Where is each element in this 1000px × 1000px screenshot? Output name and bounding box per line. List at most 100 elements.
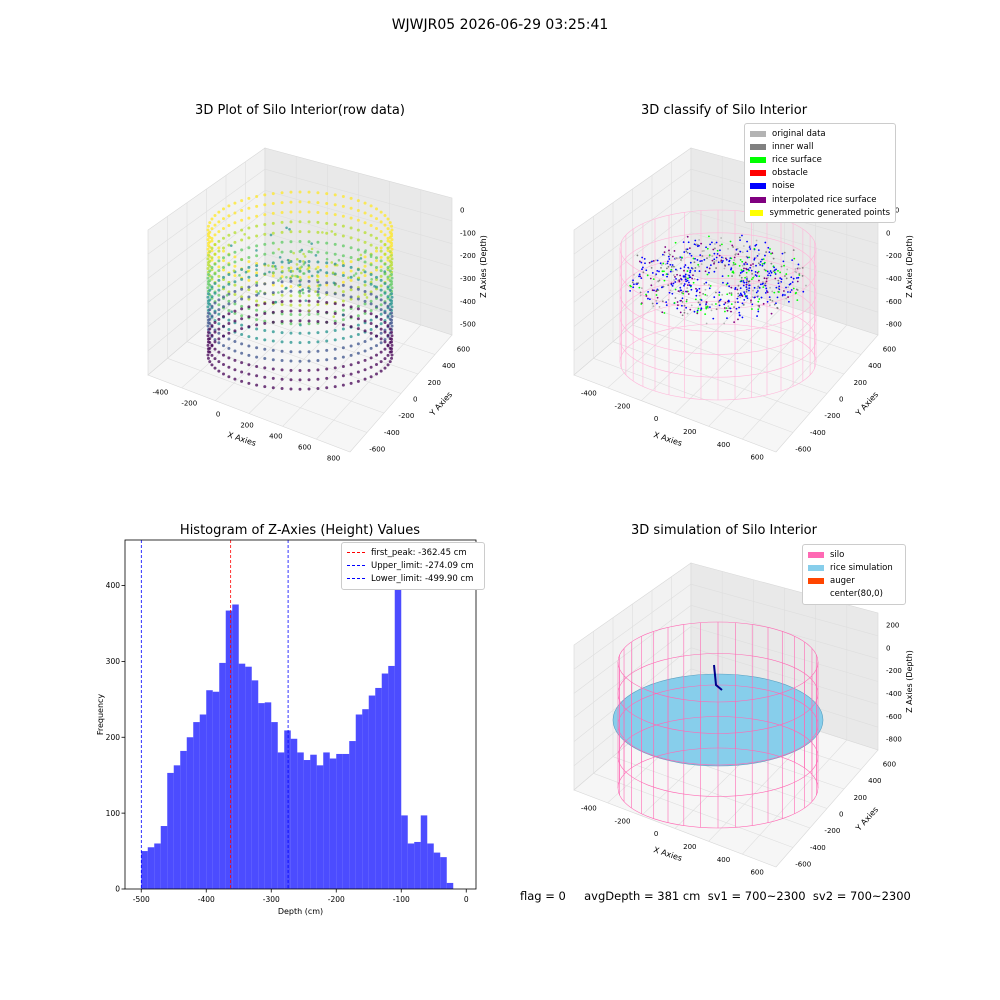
data-point [349,381,353,385]
data-point [651,302,654,305]
data-point [298,299,302,303]
data-point [298,378,302,382]
data-point [746,278,748,280]
data-point [316,377,320,381]
data-point [289,277,292,280]
data-point [316,201,320,205]
data-point [648,298,651,301]
data-point [388,288,392,292]
data-point [780,278,783,281]
data-point [660,286,663,289]
data-point [638,275,640,278]
z-tick-label: -300 [460,275,476,283]
data-point [386,265,390,269]
data-point [386,333,390,337]
data-point [369,331,373,335]
data-point [359,257,363,260]
data-point [383,282,387,286]
data-point [700,242,703,245]
data-point [742,280,745,282]
histogram-bar [362,709,369,889]
histogram-bar [277,752,285,889]
data-point [705,281,708,284]
data-point [347,276,350,280]
data-point [280,319,284,323]
data-point [633,273,635,276]
data-point [222,207,226,211]
data-point [703,282,706,285]
data-point [302,252,305,256]
data-point [280,230,284,234]
data-point [314,267,318,271]
data-point [356,258,360,262]
data-point [379,265,383,269]
data-point [349,305,353,309]
z-axis-label: Z Axies (Depth) [905,650,914,713]
data-point [748,287,751,289]
data-point [740,276,743,279]
data-point [233,231,237,235]
data-point [325,339,329,343]
data-point [363,260,367,264]
data-point [233,368,237,372]
legend-item: auger [808,574,900,587]
data-point [341,374,345,378]
data-point [325,271,329,275]
data-point [240,314,244,318]
silo-wireframe-ring [617,747,819,829]
data-point [240,370,244,374]
data-point [255,327,259,331]
data-point [729,240,732,243]
data-point [798,272,801,275]
x-tick-label: 600 [750,454,763,462]
data-point [696,259,699,261]
x-tick-label: 0 [654,415,658,423]
data-point [356,228,360,232]
data-point [273,265,277,268]
z-tick-label: 0 [886,229,890,237]
data-point [669,253,671,256]
data-point [325,202,329,206]
data-point [210,265,214,269]
data-point [709,264,712,267]
data-point [714,247,716,250]
data-point [255,262,259,266]
x-axis-label: X Axies [652,430,683,448]
data-point [379,230,383,234]
data-point [693,243,696,246]
data-point [291,269,295,273]
histogram-bar [316,765,324,889]
data-point [263,366,267,370]
data-point [229,244,233,247]
data-point [349,353,353,357]
legend-item: rice simulation [808,561,900,574]
data-point [374,275,378,279]
data-point [255,283,259,287]
data-point [210,295,214,299]
data-point [686,287,689,289]
histogram-bar [147,847,155,889]
data-point [321,231,324,234]
x-tick-label: -400 [198,895,215,904]
data-point [307,299,311,303]
data-point [665,301,668,304]
data-point [240,228,244,232]
y-tick-label: 400 [442,362,455,370]
data-point [733,259,736,262]
legend-swatch [808,564,824,571]
data-point [271,348,275,352]
data-point [639,275,642,278]
data-point [349,275,353,279]
data-point [379,298,383,302]
data-point [708,271,710,274]
data-point [379,239,383,243]
data-point [390,330,394,334]
data-point [388,360,392,364]
data-point [724,310,726,313]
data-point [670,265,673,268]
data-point [363,255,367,259]
histogram-bar [199,714,207,889]
data-point [695,287,697,290]
data-point [263,292,267,296]
data-point [233,250,237,254]
